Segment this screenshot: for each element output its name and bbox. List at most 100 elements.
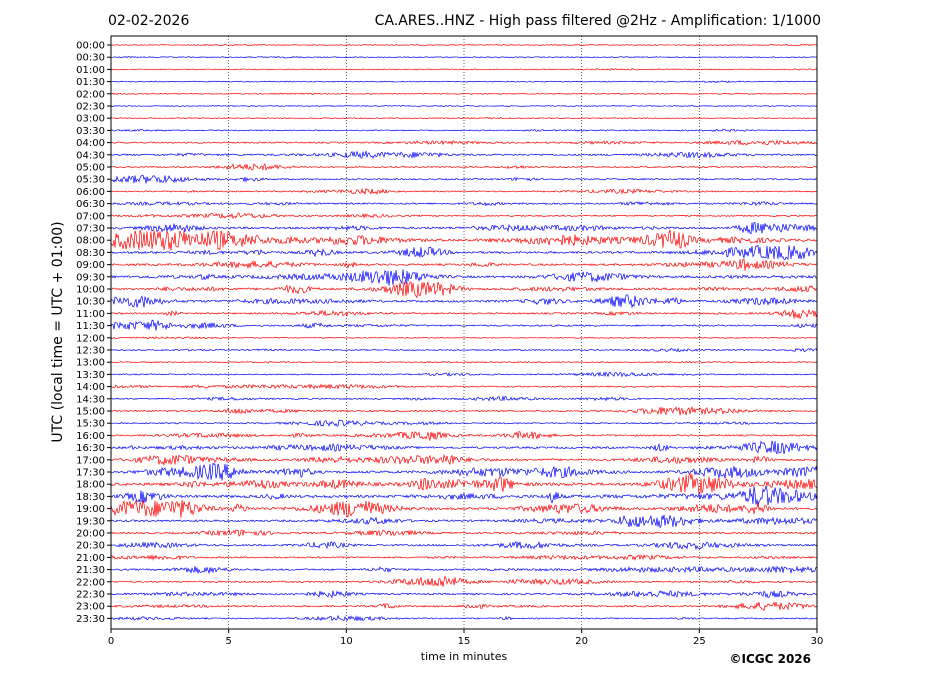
plot-frame (110, 35, 818, 630)
trace-0500 (110, 163, 818, 172)
x-axis-label: time in minutes (421, 650, 508, 663)
trace-0900 (110, 258, 818, 271)
y-tick-label: 01:00 (76, 65, 105, 76)
y-tick-label: 22:30 (76, 590, 105, 601)
trace-1230 (110, 347, 818, 353)
y-tick-label: 21:30 (76, 565, 105, 576)
y-tick-label: 14:00 (76, 382, 105, 393)
trace-1830 (110, 485, 818, 507)
y-tick-label: 14:30 (76, 394, 105, 405)
trace-0400 (110, 139, 818, 146)
trace-2000 (110, 528, 818, 537)
y-tick-label: 16:00 (76, 431, 105, 442)
y-tick-label: 07:00 (76, 211, 105, 222)
y-tick-label: 16:30 (76, 443, 105, 454)
trace-2100 (110, 553, 818, 561)
y-tick-label: 18:00 (76, 480, 105, 491)
y-tick-label: 17:30 (76, 468, 105, 479)
trace-0730 (110, 222, 818, 235)
y-tick-label: 18:30 (76, 492, 105, 503)
trace-0700 (110, 212, 818, 220)
trace-1600 (110, 430, 818, 441)
y-tick-label: 09:00 (76, 260, 105, 271)
trace-0630 (110, 201, 818, 207)
y-tick-label: 08:30 (76, 248, 105, 259)
y-tick-label: 04:00 (76, 138, 105, 149)
y-tick-label: 22:00 (76, 577, 105, 588)
trace-1630 (110, 440, 818, 455)
trace-1330 (110, 371, 818, 378)
y-tick-label: 05:00 (76, 163, 105, 174)
trace-1900 (110, 499, 818, 518)
x-tick-label: 20 (575, 636, 588, 647)
trace-0030 (110, 56, 817, 59)
y-tick-label: 10:00 (76, 285, 105, 296)
y-tick-label: 13:30 (76, 370, 105, 381)
trace-0800 (110, 229, 818, 251)
trace-1130 (110, 319, 818, 331)
trace-1100 (110, 308, 818, 320)
y-tick-label: 06:30 (76, 199, 105, 210)
y-tick-label: 12:00 (76, 333, 105, 344)
y-tick-label: 19:00 (76, 504, 105, 515)
x-tick-label: 15 (458, 636, 471, 647)
seismic-traces (110, 44, 818, 622)
trace-0130 (110, 80, 818, 83)
trace-0230 (110, 105, 818, 107)
x-tick-label: 25 (693, 636, 706, 647)
y-tick-label: 02:00 (76, 89, 105, 100)
x-tick-labels: 0 5 10 15 20 25 30 (108, 629, 824, 647)
trace-1700 (110, 453, 818, 466)
copyright-label: ©ICGC 2026 (729, 652, 811, 666)
trace-2130 (110, 565, 818, 575)
y-tick-label: 00:00 (76, 41, 105, 52)
y-tick-label: 07:30 (76, 224, 105, 235)
y-tick-label: 01:30 (76, 77, 105, 88)
y-tick-label: 13:00 (76, 358, 105, 369)
y-tick-label: 11:30 (76, 321, 105, 332)
y-tick-label: 11:00 (76, 309, 105, 320)
chart-title: CA.ARES..HNZ - High pass filtered @2Hz -… (375, 13, 821, 29)
y-tick-label: 03:30 (76, 126, 105, 137)
trace-1200 (110, 336, 818, 340)
trace-0600 (110, 187, 818, 196)
trace-1030 (110, 294, 818, 309)
y-tick-label: 04:30 (76, 150, 105, 161)
trace-1000 (110, 281, 818, 299)
y-tick-label: 23:30 (76, 614, 105, 625)
x-tick-label: 5 (225, 636, 231, 647)
y-tick-label: 00:30 (76, 53, 105, 64)
trace-2200 (110, 575, 818, 587)
trace-2030 (110, 541, 818, 551)
trace-1730 (110, 462, 818, 481)
trace-0930 (110, 269, 818, 286)
trace-1300 (110, 360, 818, 364)
trace-0530 (110, 174, 818, 184)
trace-1500 (110, 405, 818, 416)
y-tick-label: 02:30 (76, 102, 105, 113)
x-tick-label: 10 (340, 636, 353, 647)
trace-0000 (110, 44, 818, 46)
trace-1430 (110, 395, 818, 402)
y-tick-label: 17:00 (76, 455, 105, 466)
y-tick-label: 03:00 (76, 114, 105, 125)
trace-1530 (110, 419, 818, 427)
y-tick-label: 09:30 (76, 272, 105, 283)
y-tick-label: 20:00 (76, 529, 105, 540)
y-tick-label: 15:30 (76, 419, 105, 430)
y-tick-label: 15:00 (76, 407, 105, 418)
trace-2230 (110, 590, 818, 599)
trace-1930 (110, 514, 818, 529)
x-tick-label: 0 (108, 636, 114, 647)
trace-2330 (110, 614, 818, 622)
y-tick-label: 06:00 (76, 187, 105, 198)
trace-0830 (110, 244, 818, 261)
y-tick-label: 10:30 (76, 297, 105, 308)
y-tick-label: 08:00 (76, 236, 105, 247)
trace-0300 (110, 116, 818, 120)
trace-0430 (110, 150, 818, 159)
x-tick-label: 30 (811, 636, 824, 647)
y-tick-label: 19:30 (76, 516, 105, 527)
